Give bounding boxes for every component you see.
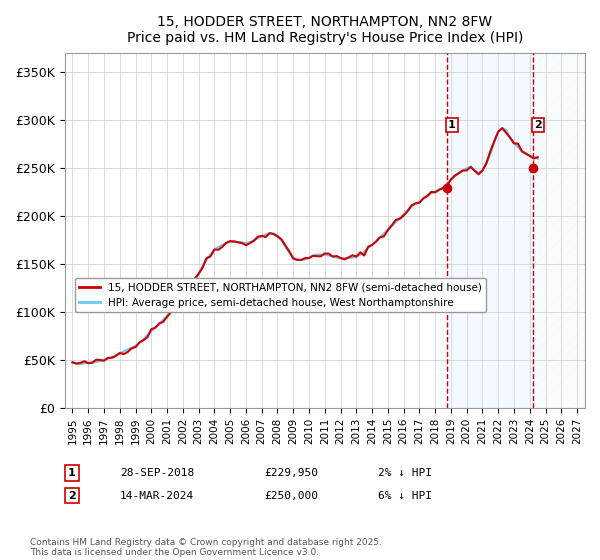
Text: 2% ↓ HPI: 2% ↓ HPI — [378, 468, 432, 478]
Text: 1: 1 — [68, 468, 76, 478]
Text: 14-MAR-2024: 14-MAR-2024 — [120, 491, 194, 501]
Text: 28-SEP-2018: 28-SEP-2018 — [120, 468, 194, 478]
Text: Contains HM Land Registry data © Crown copyright and database right 2025.
This d: Contains HM Land Registry data © Crown c… — [30, 538, 382, 557]
Text: £250,000: £250,000 — [264, 491, 318, 501]
Text: 2: 2 — [68, 491, 76, 501]
Text: 6% ↓ HPI: 6% ↓ HPI — [378, 491, 432, 501]
Title: 15, HODDER STREET, NORTHAMPTON, NN2 8FW
Price paid vs. HM Land Registry's House : 15, HODDER STREET, NORTHAMPTON, NN2 8FW … — [127, 15, 523, 45]
Text: 1: 1 — [448, 120, 455, 130]
Text: £229,950: £229,950 — [264, 468, 318, 478]
Legend: 15, HODDER STREET, NORTHAMPTON, NN2 8FW (semi-detached house), HPI: Average pric: 15, HODDER STREET, NORTHAMPTON, NN2 8FW … — [75, 278, 487, 312]
Bar — [533, 53, 585, 408]
Bar — [447, 53, 533, 408]
Text: 2: 2 — [534, 120, 541, 130]
